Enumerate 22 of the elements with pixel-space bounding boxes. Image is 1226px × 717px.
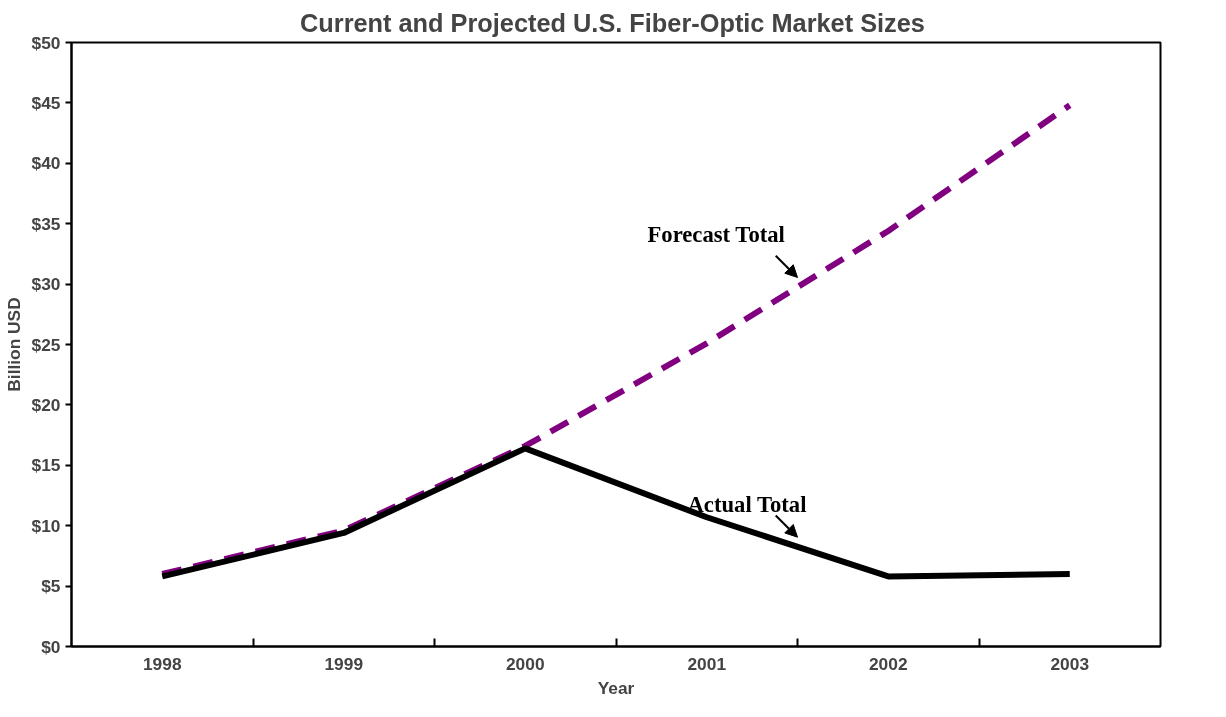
y-tick-label: $15 — [31, 455, 61, 476]
x-tick-label: 1998 — [142, 653, 182, 674]
y-tick-label: $50 — [31, 32, 61, 53]
y-tick-label: $0 — [41, 636, 61, 657]
y-tick-label: $5 — [41, 576, 61, 597]
chart-title: Current and Projected U.S. Fiber-Optic Market Sizes — [300, 8, 925, 37]
series-label: Actual Total — [687, 491, 807, 517]
y-tick-label: $40 — [31, 153, 61, 174]
y-tick-label: $35 — [31, 213, 61, 234]
x-tick-label: 1999 — [324, 653, 364, 674]
series-label: Forecast Total — [647, 222, 785, 248]
y-tick-label: $10 — [31, 515, 61, 536]
x-tick-label: 2003 — [1050, 653, 1090, 674]
x-tick-label: 2001 — [687, 653, 727, 674]
x-tick-label: 2000 — [505, 653, 545, 674]
y-tick-label: $30 — [31, 274, 61, 295]
y-axis-title: Billion USD — [3, 297, 24, 392]
y-tick-label: $20 — [31, 394, 61, 415]
y-tick-label: $25 — [31, 334, 61, 355]
x-axis-title: Year — [597, 677, 635, 698]
x-tick-label: 2002 — [868, 653, 908, 674]
y-tick-label: $45 — [31, 92, 61, 113]
